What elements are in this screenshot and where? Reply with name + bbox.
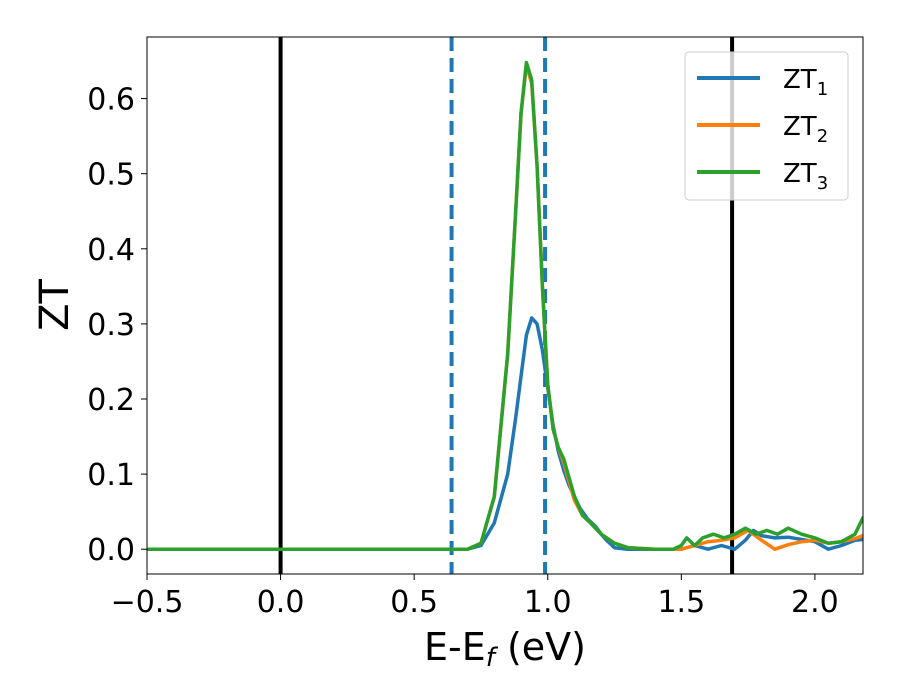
y-tick-label: 0.3	[87, 308, 135, 343]
x-tick-label: 1.5	[657, 585, 705, 620]
y-tick-label: 0.1	[87, 458, 135, 493]
series-lines	[147, 60, 863, 551]
x-axis-title: E-Ef (eV)	[424, 625, 586, 673]
x-axis: −0.5 0.0 0.5 1.0 1.5 2.0	[111, 574, 839, 620]
reference-lines	[278, 37, 735, 574]
x-tick-label: 2.0	[791, 585, 839, 620]
legend: ZT1 ZT2 ZT3	[684, 51, 849, 201]
series-line-zt1	[147, 316, 863, 551]
plot-frame	[146, 36, 864, 575]
x-tick-label: 0.5	[390, 585, 438, 620]
legend-label-zt3: ZT3	[783, 159, 828, 194]
y-axis-title: ZT	[32, 279, 78, 331]
x-tick-label: 0.0	[257, 585, 305, 620]
x-tick-label: −0.5	[111, 585, 184, 620]
legend-box	[684, 51, 849, 201]
y-tick-label: 0.2	[87, 383, 135, 418]
y-tick-label: 0.5	[87, 158, 135, 193]
y-tick-label: 0.4	[87, 233, 135, 268]
legend-label-zt1: ZT1	[783, 65, 828, 100]
legend-items: ZT1 ZT2 ZT3	[697, 65, 828, 194]
y-axis: 0.0 0.1 0.2 0.3 0.4 0.5 0.6	[87, 83, 147, 568]
legend-label-zt2: ZT2	[783, 112, 828, 147]
x-tick-label: 1.0	[524, 585, 572, 620]
y-tick-label: 0.6	[87, 83, 135, 118]
y-tick-label: 0.0	[87, 533, 135, 568]
series-line-zt3	[147, 60, 863, 551]
